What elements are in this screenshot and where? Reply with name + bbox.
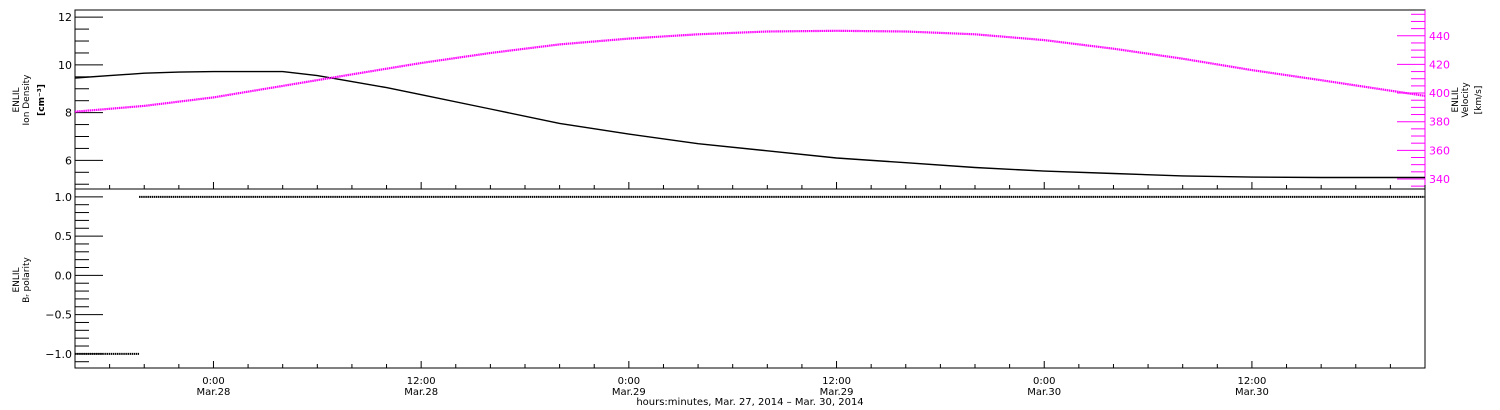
polarity-tick-label: 0.0	[55, 269, 73, 282]
x-tick-label-date: Mar.28	[404, 387, 438, 398]
velocity-tick-label: 340	[1429, 173, 1450, 186]
density-axis-label-line1: ENLIL	[12, 87, 22, 112]
bottom-panel: −1.0 −0.5 0.0 0.5 1.0 ENLIL Bᵣ polarity	[12, 188, 1426, 369]
top-right-ticks: 340 360 380 400 420 440	[1397, 10, 1450, 189]
density-axis-unit: [cm⁻³]	[37, 84, 47, 116]
velocity-axis-unit: [km/s]	[1474, 86, 1484, 115]
velocity-axis-label-line1: ENLIL	[1451, 87, 1461, 112]
velocity-series-line	[74, 29, 1426, 113]
velocity-tick-label: 380	[1429, 116, 1450, 129]
polarity-axis-label-line2: Bᵣ polarity	[22, 256, 32, 302]
x-axis-title: hours:minutes, Mar. 27, 2014 – Mar. 30, …	[636, 397, 863, 408]
x-tick-label-date: Mar.29	[820, 387, 854, 398]
polarity-tick-label: 1.0	[55, 191, 73, 204]
top-panel: 6 8 10 12 340 360 380 400 420 440 ENLIL Ion Dens…	[12, 9, 1484, 190]
density-axis-label-line2: Ion Density	[22, 74, 32, 126]
density-series-line	[74, 70, 1425, 179]
bottom-series	[75, 195, 1425, 355]
x-tick-label-time: 12:00	[407, 376, 436, 387]
velocity-tick-label: 400	[1429, 87, 1450, 100]
polarity-axis-label-line1: ENLIL	[12, 267, 22, 292]
polarity-tick-label: −1.0	[45, 348, 72, 361]
bottom-left-ticks: −1.0 −0.5 0.0 0.5 1.0	[45, 188, 103, 363]
bottom-panel-frame	[74, 188, 1426, 369]
polarity-tick-label: 0.5	[55, 230, 73, 243]
density-tick-label: 6	[65, 154, 72, 167]
top-panel-frame	[74, 9, 1426, 190]
x-tick-label-time: 12:00	[1238, 376, 1267, 387]
x-tick-label-date: Mar.29	[612, 387, 646, 398]
x-tick-label-time: 0:00	[1033, 376, 1055, 387]
velocity-tick-label: 420	[1429, 58, 1450, 71]
density-tick-label: 10	[58, 59, 72, 72]
velocity-axis-label-line2: Velocity	[1461, 82, 1471, 118]
x-tick-label-time: 0:00	[618, 376, 640, 387]
top-series	[74, 29, 1426, 179]
velocity-tick-label: 360	[1429, 144, 1450, 157]
x-axis: 0:00Mar.2812:00Mar.280:00Mar.2912:00Mar.…	[74, 182, 1426, 398]
x-tick-label-time: 0:00	[202, 376, 224, 387]
x-tick-label-date: Mar.30	[1235, 387, 1269, 398]
x-tick-label-date: Mar.28	[197, 387, 231, 398]
velocity-tick-label: 440	[1429, 30, 1450, 43]
density-tick-label: 8	[65, 107, 72, 120]
top-left-ticks: 6 8 10 12	[58, 11, 103, 185]
x-tick-label-date: Mar.30	[1027, 387, 1061, 398]
polarity-tick-label: −0.5	[45, 309, 72, 322]
density-tick-label: 12	[58, 11, 72, 24]
x-tick-label-time: 12:00	[822, 376, 851, 387]
